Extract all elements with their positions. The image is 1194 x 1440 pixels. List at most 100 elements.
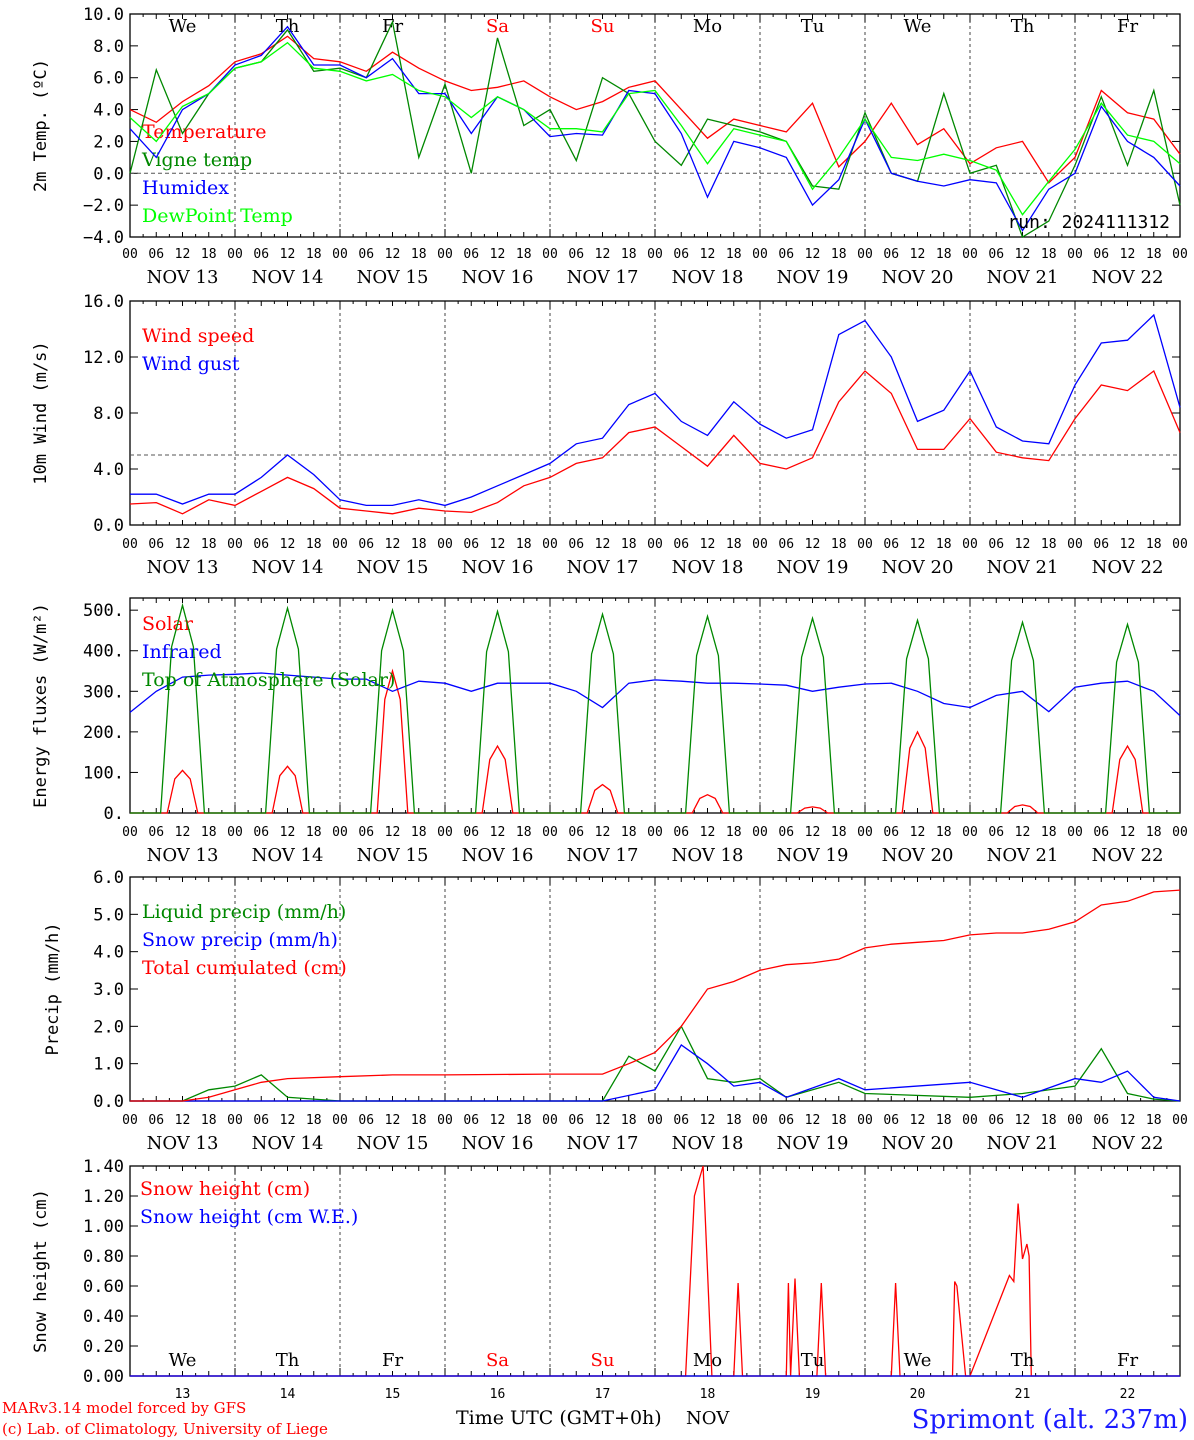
series-line [130,1024,1181,1102]
hour-label: 12 [175,537,191,552]
legend-entry: Snow precip (mm/h) [142,929,338,951]
date-label: NOV 17 [567,845,639,866]
hour-label: 06 [1093,1113,1109,1128]
day-of-week-label: Th [1011,1350,1035,1371]
hour-label: 18 [936,247,952,262]
hour-label: 00 [857,825,873,840]
y-tick-label: 4.0 [93,460,124,480]
y-tick-label: 4.0 [93,101,124,121]
y-tick-label: 0.00 [83,1367,124,1387]
hour-label: 12 [385,1113,401,1128]
hour-label: 06 [1093,247,1109,262]
day-of-week-label: Tu [801,1350,825,1371]
date-label: NOV 15 [357,845,429,866]
hour-label: 12 [490,247,506,262]
y-tick-label: 0.0 [93,1092,124,1112]
day-of-week-label: Mo [693,16,722,37]
hour-label: 18 [831,537,847,552]
date-label: NOV 16 [462,267,534,288]
y-tick-label: 1.40 [83,1157,124,1177]
hour-label: 00 [227,537,243,552]
hour-label: 06 [883,247,899,262]
hour-label: 06 [568,825,584,840]
hour-label: 00 [122,825,138,840]
date-label: NOV 16 [462,845,534,866]
hour-label: 00 [1172,825,1188,840]
date-label: NOV 17 [567,1133,639,1154]
hour-label: 00 [647,1113,663,1128]
hour-label: 18 [831,1113,847,1128]
hour-label: 18 [1041,825,1057,840]
hour-label: 00 [122,1113,138,1128]
y-tick-label: 0. [104,804,124,824]
day-of-week-label: We [904,1350,932,1371]
legend-entry: Snow height (cm W.E.) [140,1206,358,1228]
series-line [130,1044,1181,1102]
hour-label: 00 [332,1113,348,1128]
hour-label: 18 [831,825,847,840]
day-of-week-label: Th [1011,16,1035,37]
hour-label: 06 [988,1113,1004,1128]
y-tick-label: 4.0 [93,943,124,963]
hour-label: 06 [988,247,1004,262]
hour-label: 06 [148,825,164,840]
y-tick-label: 200. [83,723,124,743]
date-label: NOV 20 [882,267,954,288]
hour-label: 18 [621,537,637,552]
day-number-label: 20 [910,1387,926,1402]
panel-5: 1.40 1.20 1.00 0.80 0.60 0.40 0.20 0.00 Snow hei… [31,1157,1181,1402]
hour-label: 06 [463,1113,479,1128]
date-label: NOV 19 [777,557,849,578]
y-tick-label: 16.0 [83,292,124,312]
hour-label: 18 [201,537,217,552]
hour-label: 12 [700,247,716,262]
hour-label: 06 [253,537,269,552]
hour-label: 06 [1093,825,1109,840]
day-of-week-label: Su [591,16,615,37]
hour-label: 18 [621,1113,637,1128]
date-label: NOV 15 [357,1133,429,1154]
hour-label: 00 [1172,537,1188,552]
hour-label: 06 [1093,537,1109,552]
legend-entry: Solar [142,613,194,635]
legend-entry: Wind speed [142,325,254,347]
hour-label: 00 [542,537,558,552]
hour-label: 06 [988,825,1004,840]
hour-label: 12 [1120,825,1136,840]
date-label: NOV 17 [567,557,639,578]
day-number-label: 21 [1015,1387,1031,1402]
date-label: NOV 14 [252,845,324,866]
hour-label: 00 [227,1113,243,1128]
legend-entry: Top of Atmosphere (Solar) [142,669,395,691]
x-axis-month: NOV [686,1408,730,1429]
y-tick-label: 6.0 [93,868,124,888]
date-label: NOV 21 [987,557,1059,578]
hour-label: 12 [1120,537,1136,552]
panel-2: 16.0 12.0 8.0 4.0 0.0 10m Wind (m/s) 00 06 12 18 0… [31,292,1188,578]
legend-entry: Temperature [142,121,266,143]
hour-label: 12 [490,1113,506,1128]
y-tick-label: 0.0 [93,164,124,184]
date-label: NOV 18 [672,267,744,288]
hour-label: 12 [280,825,296,840]
date-label: NOV 13 [147,267,219,288]
date-label: NOV 14 [252,267,324,288]
hour-label: 06 [778,537,794,552]
y-tick-label: 0.80 [83,1247,124,1267]
hour-label: 00 [752,247,768,262]
hour-label: 00 [437,825,453,840]
hour-label: 18 [306,825,322,840]
legend-entry: Vigne temp [141,149,252,171]
hour-label: 00 [332,537,348,552]
date-label: NOV 21 [987,845,1059,866]
hour-label: 06 [358,537,374,552]
day-number-label: 19 [805,1387,821,1402]
hour-label: 12 [385,825,401,840]
day-of-week-label: Mo [693,1350,722,1371]
day-of-week-label: We [169,16,197,37]
hour-label: 00 [857,1113,873,1128]
hour-label: 12 [1015,825,1031,840]
y-tick-label: 5.0 [93,905,124,925]
hour-label: 00 [1067,247,1083,262]
